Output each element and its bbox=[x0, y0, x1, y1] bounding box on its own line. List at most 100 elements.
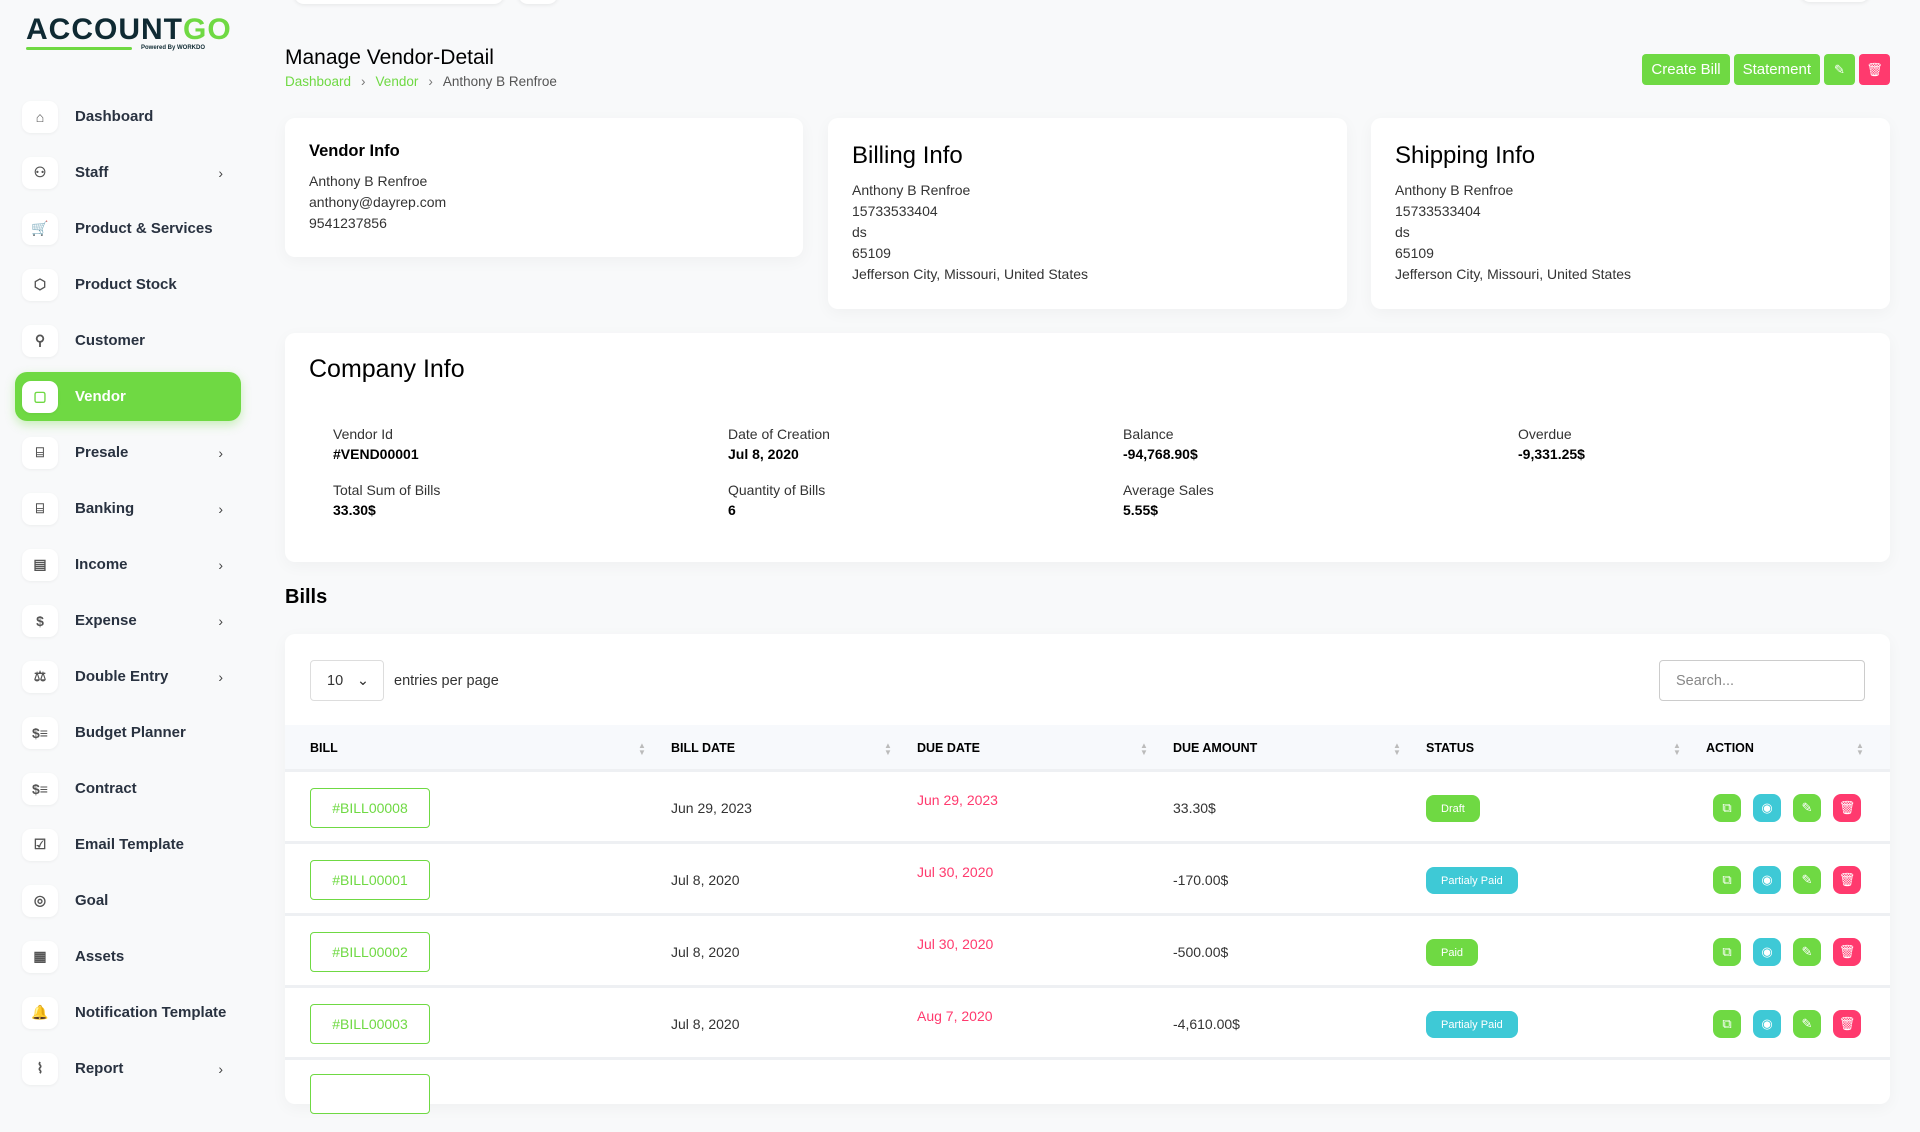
company-field: Vendor Id #VEND00001 bbox=[333, 424, 728, 464]
status-badge: Paid bbox=[1426, 939, 1479, 966]
sidebar-item-budget-planner[interactable]: $≡ Budget Planner bbox=[15, 708, 241, 757]
vendor-phone: 9541237856 bbox=[309, 215, 387, 231]
edit-icon: ✎ bbox=[1801, 1016, 1813, 1031]
sidebar-item-report[interactable]: ⌇ Report › bbox=[15, 1044, 241, 1093]
sidebar-item-double-entry[interactable]: ⚖ Double Entry › bbox=[15, 652, 241, 701]
field-label: Quantity of Bills bbox=[728, 482, 826, 498]
sort-icon[interactable]: ▲ ▼ bbox=[1856, 741, 1864, 757]
column-header-due-amount[interactable]: DUE AMOUNT bbox=[1173, 741, 1258, 755]
trash-icon: 🗑 bbox=[1866, 61, 1883, 77]
sort-icon[interactable]: ▲ ▼ bbox=[884, 741, 892, 757]
view-button[interactable]: ◉ bbox=[1753, 938, 1781, 966]
delete-button[interactable]: 🗑 bbox=[1833, 866, 1861, 894]
duplicate-button[interactable]: ⧉ bbox=[1713, 866, 1741, 894]
edit-icon: ✎ bbox=[1801, 800, 1813, 815]
duplicate-button[interactable]: ⧉ bbox=[1713, 1010, 1741, 1038]
edit-button[interactable]: ✎ bbox=[1793, 866, 1821, 894]
sidebar-item-email-template[interactable]: ☑ Email Template bbox=[15, 820, 241, 869]
bill-number-button[interactable]: #BILL00002 bbox=[310, 932, 430, 972]
shipping-phone: 15733533404 bbox=[1395, 203, 1481, 219]
field-value: 5.55$ bbox=[1123, 502, 1159, 518]
sidebar-item-label: Presale bbox=[75, 444, 129, 461]
company-field: Average Sales 5.55$ bbox=[1123, 480, 1518, 520]
sidebar-item-label: Goal bbox=[75, 892, 109, 909]
sidebar-item-contract[interactable]: $≡ Contract bbox=[15, 764, 241, 813]
delete-button[interactable]: 🗑 bbox=[1833, 794, 1861, 822]
view-button[interactable]: ◉ bbox=[1753, 794, 1781, 822]
breadcrumb-vendor[interactable]: Vendor bbox=[375, 74, 419, 89]
sidebar-item-product-services[interactable]: 🛒 Product & Services bbox=[15, 204, 241, 253]
eye-icon: ◉ bbox=[1761, 944, 1773, 959]
bell-icon: 🔔 bbox=[22, 996, 58, 1029]
duplicate-button[interactable]: ⧉ bbox=[1713, 794, 1741, 822]
top-search-bar[interactable] bbox=[294, 0, 504, 4]
building-bank-icon: ⌸ bbox=[22, 436, 58, 469]
edit-button[interactable]: ✎ bbox=[1793, 794, 1821, 822]
top-bar-button[interactable] bbox=[518, 0, 558, 4]
sort-icon[interactable]: ▲ ▼ bbox=[1393, 741, 1401, 757]
status-badge: Draft bbox=[1426, 795, 1480, 822]
search-input[interactable] bbox=[1659, 660, 1865, 701]
table-row: #BILL00003 Jul 8, 2020 Aug 7, 2020 -4,61… bbox=[285, 988, 1890, 1060]
column-header-bill[interactable]: BILL bbox=[310, 741, 338, 755]
sidebar-item-staff[interactable]: ⚇ Staff › bbox=[15, 148, 241, 197]
bills-heading: Bills bbox=[285, 586, 328, 608]
statement-button[interactable]: Statement bbox=[1733, 54, 1820, 85]
sidebar-item-goal[interactable]: ◎ Goal bbox=[15, 876, 241, 925]
shipping-line: ds bbox=[1395, 224, 1410, 240]
breadcrumb: Dashboard › Vendor › Anthony B Renfroe bbox=[285, 74, 557, 89]
sidebar-item-expense[interactable]: $ Expense › bbox=[15, 596, 241, 645]
vendor-email: anthony@dayrep.com bbox=[309, 194, 447, 210]
bill-number-button[interactable] bbox=[310, 1074, 430, 1114]
sidebar-item-vendor[interactable]: ▢ Vendor bbox=[15, 372, 241, 421]
sidebar-item-notification-template[interactable]: 🔔 Notification Template bbox=[15, 988, 241, 1037]
sidebar-item-income[interactable]: ▤ Income › bbox=[15, 540, 241, 589]
sidebar-item-label: Income bbox=[75, 556, 128, 573]
company-field: Quantity of Bills 6 bbox=[728, 480, 1123, 520]
view-button[interactable]: ◉ bbox=[1753, 866, 1781, 894]
column-header-bill-date[interactable]: BILL DATE bbox=[671, 741, 736, 755]
table-row bbox=[285, 1060, 1890, 1132]
column-header-due-date[interactable]: DUE DATE bbox=[917, 741, 980, 755]
shipping-name: Anthony B Renfroe bbox=[1395, 182, 1514, 198]
sidebar-item-dashboard[interactable]: ⌂ Dashboard bbox=[15, 92, 241, 141]
sort-icon[interactable]: ▲ ▼ bbox=[1140, 741, 1148, 757]
top-user-menu[interactable] bbox=[1800, 0, 1870, 2]
sort-icon[interactable]: ▲ ▼ bbox=[1673, 741, 1681, 757]
delete-button[interactable]: 🗑 bbox=[1833, 1010, 1861, 1038]
column-header-status[interactable]: STATUS bbox=[1426, 741, 1475, 755]
sidebar-item-banking[interactable]: ⌸ Banking › bbox=[15, 484, 241, 533]
delete-vendor-button[interactable]: 🗑 bbox=[1859, 54, 1890, 85]
logo[interactable]: ACCOUNTGO Powered By WORKDO bbox=[26, 14, 231, 56]
coins-icon: $≡ bbox=[22, 772, 58, 805]
trash-icon: 🗑 bbox=[1838, 1016, 1856, 1031]
per-page-select[interactable]: 10 ⌄ bbox=[310, 660, 384, 701]
view-button[interactable]: ◉ bbox=[1753, 1010, 1781, 1038]
column-header-action[interactable]: ACTION bbox=[1706, 741, 1754, 755]
sidebar-item-presale[interactable]: ⌸ Presale › bbox=[15, 428, 241, 477]
copy-icon: ⧉ bbox=[1722, 1016, 1732, 1031]
bill-number-button[interactable]: #BILL00008 bbox=[310, 788, 430, 828]
sidebar-item-label: Staff bbox=[75, 164, 109, 181]
trash-icon: 🗑 bbox=[1838, 944, 1856, 959]
delete-button[interactable]: 🗑 bbox=[1833, 938, 1861, 966]
duplicate-button[interactable]: ⧉ bbox=[1713, 938, 1741, 966]
sidebar-item-assets[interactable]: ▦ Assets bbox=[15, 932, 241, 981]
bills-table-card: 10 ⌄ entries per page BILL ▲▼ BILL DATE ▲▼ DU… bbox=[285, 634, 1890, 1114]
sidebar-item-customer[interactable]: ⚲ Customer bbox=[15, 316, 241, 365]
eye-icon: ◉ bbox=[1761, 800, 1773, 815]
field-label: Overdue bbox=[1518, 426, 1572, 442]
bill-number-button[interactable]: #BILL00001 bbox=[310, 860, 430, 900]
sidebar-item-label: Vendor bbox=[75, 388, 126, 405]
company-info-card: Company Info Vendor Id #VEND00001 Date of … bbox=[285, 333, 1890, 562]
sort-icon[interactable]: ▲ ▼ bbox=[638, 741, 646, 757]
breadcrumb-dashboard[interactable]: Dashboard bbox=[285, 74, 352, 89]
company-info-title: Company Info bbox=[309, 355, 465, 383]
edit-vendor-button[interactable]: ✎ bbox=[1824, 54, 1855, 85]
sidebar-item-product-stock[interactable]: ⬡ Product Stock bbox=[15, 260, 241, 309]
bill-number-button[interactable]: #BILL00003 bbox=[310, 1004, 430, 1044]
edit-button[interactable]: ✎ bbox=[1793, 938, 1821, 966]
chevron-right-icon: › bbox=[428, 74, 433, 89]
edit-button[interactable]: ✎ bbox=[1793, 1010, 1821, 1038]
create-bill-button[interactable]: Create Bill bbox=[1642, 54, 1730, 85]
